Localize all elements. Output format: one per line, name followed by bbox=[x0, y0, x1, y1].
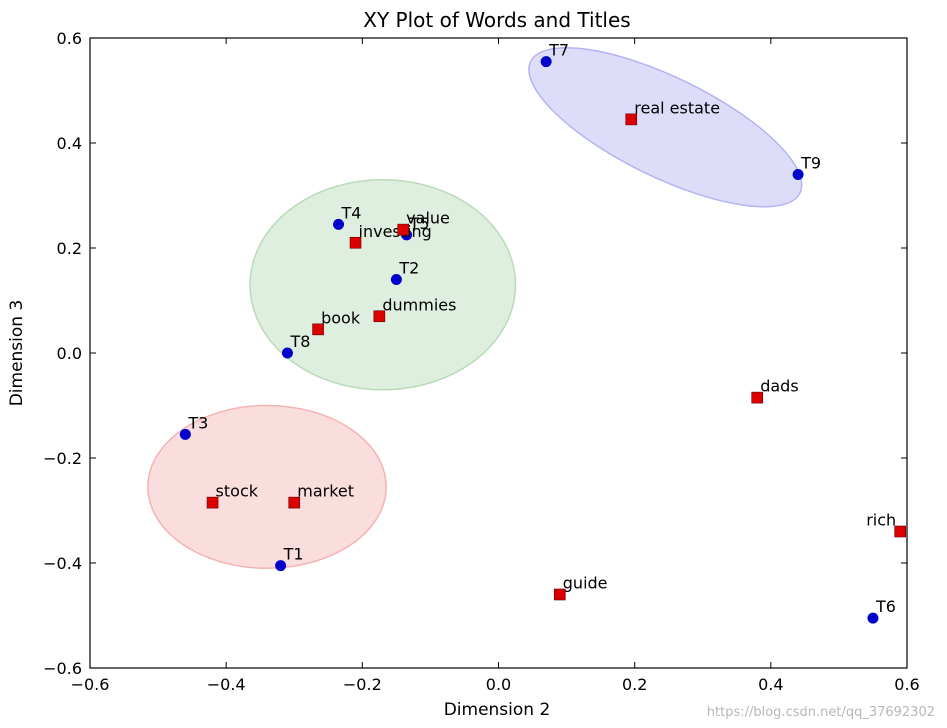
plot-frame bbox=[89, 37, 908, 669]
point-t7 bbox=[540, 56, 552, 68]
point-label-stock: stock bbox=[216, 482, 259, 501]
x-tick-label: 0.2 bbox=[622, 675, 647, 694]
point-label-dads: dads bbox=[760, 377, 798, 396]
point-t2 bbox=[390, 274, 402, 285]
point-label-t9: T9 bbox=[800, 154, 821, 173]
point-label-book: book bbox=[321, 308, 361, 327]
point-t3 bbox=[179, 428, 191, 440]
point-t9 bbox=[792, 169, 804, 180]
point-stock bbox=[206, 496, 219, 509]
x-tick-label: −0.4 bbox=[207, 675, 246, 694]
point-book bbox=[312, 323, 324, 336]
point-value bbox=[397, 223, 409, 236]
point-guide bbox=[553, 588, 566, 601]
point-label-guide: guide bbox=[563, 574, 608, 593]
point-label-rich: rich bbox=[866, 511, 896, 530]
point-label-t6: T6 bbox=[875, 597, 896, 616]
cluster-ellipse-3 bbox=[528, 46, 803, 208]
point-dads bbox=[751, 391, 764, 404]
point-rich bbox=[894, 525, 906, 538]
point-real-estate bbox=[625, 113, 638, 126]
point-investing bbox=[349, 236, 362, 249]
point-label-real-estate: real estate bbox=[634, 98, 720, 117]
cluster-ellipse-2 bbox=[249, 179, 517, 391]
point-t8 bbox=[281, 347, 293, 359]
x-tick-label: −0.6 bbox=[71, 675, 110, 694]
cluster-ellipse-1 bbox=[147, 404, 387, 569]
x-tick-label: 0.6 bbox=[894, 675, 919, 694]
y-tick-label: −0.2 bbox=[43, 449, 82, 468]
point-label-t5: T5 bbox=[409, 214, 430, 233]
y-axis-label: Dimension 3 bbox=[7, 300, 27, 407]
x-tick-label: −0.2 bbox=[343, 675, 382, 694]
point-t1 bbox=[275, 560, 287, 572]
x-tick-label: 0.4 bbox=[758, 675, 783, 694]
y-tick-label: 0.0 bbox=[57, 344, 82, 363]
point-label-t3: T3 bbox=[187, 413, 208, 432]
point-label-t1: T1 bbox=[283, 545, 304, 564]
data-points: T1 T2 T3 T4 T5 T6 T7 T8 T9 book dads dummies guide in… bbox=[179, 41, 906, 624]
y-tick-label: 0.6 bbox=[57, 29, 82, 48]
y-tick-label: 0.4 bbox=[57, 134, 82, 153]
y-tick-label: −0.6 bbox=[43, 659, 82, 678]
point-label-t4: T4 bbox=[341, 203, 362, 222]
point-t6 bbox=[867, 612, 879, 624]
point-label-t8: T8 bbox=[289, 332, 310, 351]
point-dummies bbox=[373, 310, 386, 323]
point-label-t2: T2 bbox=[398, 259, 419, 278]
point-label-market: market bbox=[297, 482, 354, 501]
point-label-t7: T7 bbox=[548, 41, 569, 60]
point-market bbox=[288, 496, 301, 509]
x-tick-label: 0.0 bbox=[486, 675, 511, 694]
axis-ticks: −0.6 −0.4 −0.2 0.0 0.2 0.4 0.6 −0.6 −0.4 −0.2 0.0 0… bbox=[43, 29, 920, 694]
point-t4 bbox=[333, 218, 345, 230]
x-axis-label: Dimension 2 bbox=[444, 700, 551, 720]
chart-title: XY Plot of Words and Titles bbox=[363, 8, 630, 32]
watermark-text: https://blog.csdn.net/qq_37692302 bbox=[706, 705, 935, 720]
cluster-ellipses bbox=[147, 46, 803, 569]
y-tick-label: −0.4 bbox=[43, 554, 82, 573]
point-label-dummies: dummies bbox=[382, 295, 456, 314]
point-label-value: value bbox=[406, 209, 450, 228]
point-label-investing: investing bbox=[359, 222, 432, 241]
y-tick-label: 0.2 bbox=[57, 239, 82, 258]
